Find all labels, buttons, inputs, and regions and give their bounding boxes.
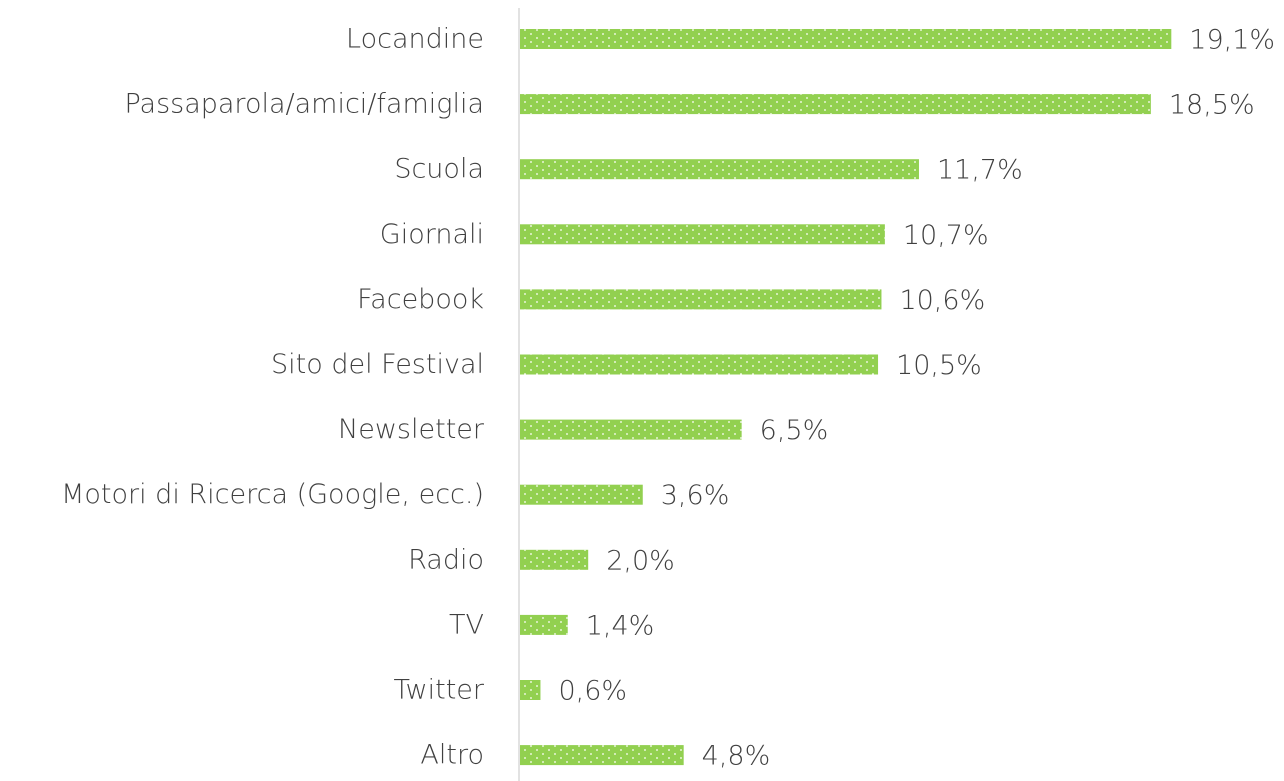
category-label: Giornali [380, 219, 484, 250]
bar-texture [520, 484, 643, 505]
category-label: Newsletter [338, 414, 485, 445]
category-label: Altro [420, 740, 484, 771]
bar-texture [520, 159, 919, 180]
category-label: Sito del Festival [271, 349, 484, 380]
bar-texture [520, 289, 882, 310]
bar-texture [520, 745, 684, 766]
value-label: 4,8% [702, 741, 771, 772]
category-label: Passaparola/amici/famiglia [124, 89, 484, 120]
category-label: Facebook [357, 284, 484, 315]
bar-texture [520, 29, 1172, 49]
value-label: 10,7% [903, 220, 989, 251]
category-label: Locandine [346, 24, 484, 55]
category-label: Motori di Ricerca (Google, ecc.) [61, 479, 484, 510]
bar-texture [520, 549, 589, 570]
bar-texture [520, 354, 879, 375]
value-label: 1,4% [586, 610, 655, 641]
category-label: TV [449, 609, 484, 640]
bar-texture [520, 614, 568, 635]
value-label: 19,1% [1189, 25, 1275, 56]
value-label: 10,5% [896, 350, 982, 381]
category-label: Twitter [394, 675, 485, 706]
value-label: 6,5% [760, 415, 829, 446]
bar-texture [520, 419, 742, 440]
value-label: 18,5% [1169, 90, 1255, 121]
value-label: 3,6% [661, 480, 730, 511]
category-label: Scuola [394, 154, 484, 185]
bar-texture [520, 680, 541, 700]
bar-texture [520, 94, 1151, 115]
category-label: Radio [408, 544, 484, 575]
value-label: 0,6% [558, 676, 627, 707]
value-label: 2,0% [606, 545, 675, 576]
value-label: 11,7% [937, 155, 1023, 186]
value-label: 10,6% [899, 285, 985, 316]
bar-texture [520, 224, 885, 245]
